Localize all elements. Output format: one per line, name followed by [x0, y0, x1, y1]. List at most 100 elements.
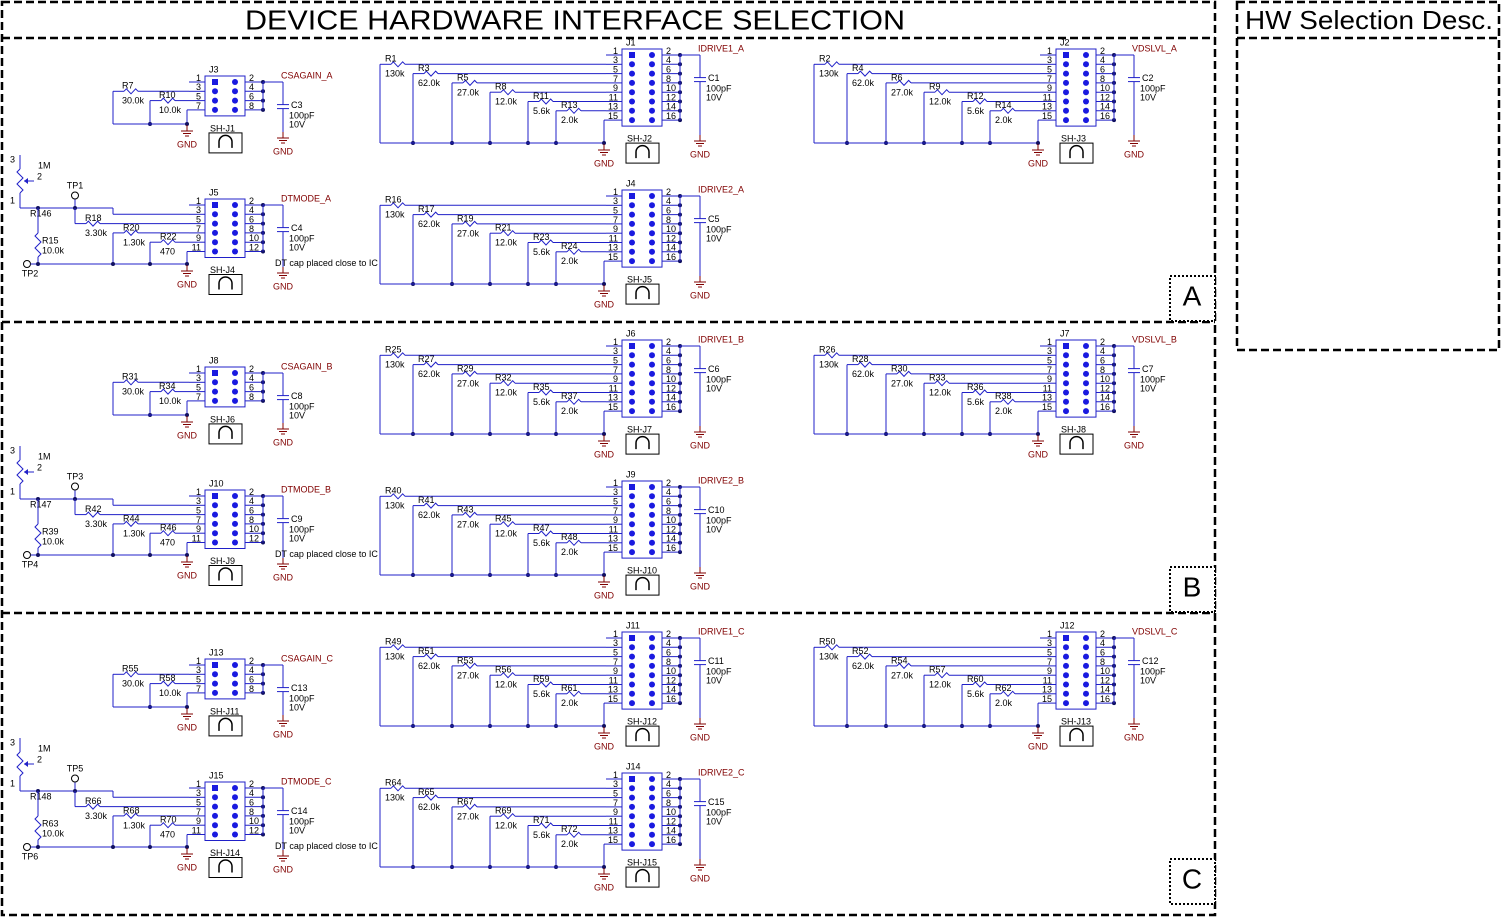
- pin: [1083, 635, 1089, 641]
- label: 5: [1047, 647, 1052, 657]
- resistor: [566, 107, 582, 115]
- label: 6: [666, 205, 671, 215]
- pin: [1083, 672, 1089, 679]
- label: J1: [626, 37, 636, 47]
- pin: [1083, 79, 1089, 86]
- shunt-jumper: [218, 567, 233, 581]
- label: 9: [613, 666, 618, 676]
- pin: [629, 484, 635, 490]
- label: 5.6k: [533, 397, 551, 407]
- resistor: [566, 248, 582, 256]
- label: R46: [160, 523, 177, 533]
- label: 4: [1100, 55, 1105, 65]
- pin: [629, 52, 635, 58]
- resistor: [500, 671, 516, 679]
- label: 6: [666, 496, 671, 506]
- label: 9: [613, 83, 618, 93]
- junction: [185, 705, 189, 709]
- label: R3: [418, 63, 430, 73]
- pin: [1083, 89, 1089, 96]
- shunt: [208, 274, 243, 295]
- label: 1: [613, 337, 618, 347]
- label: GND: [177, 279, 198, 289]
- shunt: [208, 715, 243, 737]
- pin: [649, 248, 655, 255]
- label: GND: [690, 149, 711, 159]
- pin: [212, 511, 218, 518]
- pin: [629, 803, 635, 810]
- label: R52: [852, 646, 869, 656]
- label: R56: [495, 665, 512, 675]
- label: SH-J9: [210, 556, 235, 566]
- shunt-jumper: [635, 868, 650, 883]
- label: 27.0k: [891, 87, 914, 97]
- shunt-jumper: [635, 285, 650, 300]
- label: R40: [385, 486, 402, 496]
- pin: [649, 79, 655, 86]
- label: 14: [666, 102, 676, 112]
- pin: [232, 97, 238, 104]
- junction: [185, 413, 189, 417]
- pin: [649, 672, 655, 679]
- label: C13: [291, 683, 308, 693]
- label: IDRIVE2_B: [698, 475, 744, 485]
- label: 100pF: [706, 224, 732, 234]
- label: 10.0k: [159, 688, 182, 698]
- label: 1: [10, 486, 15, 496]
- label: 4: [249, 82, 254, 92]
- label: SH-J13: [1061, 716, 1091, 726]
- pin: [232, 211, 238, 218]
- label: GND: [594, 158, 615, 168]
- label: GND: [690, 732, 711, 742]
- resistor: [123, 812, 139, 820]
- pin: [232, 803, 238, 810]
- label: 13: [1042, 685, 1052, 695]
- shunt: [208, 565, 243, 586]
- pin: [629, 248, 635, 255]
- label: 7: [1047, 657, 1052, 667]
- label: R17: [418, 204, 435, 214]
- pin: [1063, 370, 1069, 377]
- pin: [649, 785, 655, 792]
- label: R13: [561, 100, 578, 110]
- label: 130k: [385, 501, 405, 511]
- label: 27.0k: [457, 519, 480, 529]
- label: 100pF: [1140, 83, 1166, 93]
- label: GND: [594, 882, 615, 892]
- pin: [629, 549, 635, 556]
- label: 8: [666, 506, 671, 516]
- label: 10: [666, 374, 676, 384]
- label: SH-J10: [627, 565, 657, 575]
- label: J15: [209, 770, 224, 780]
- connector-body: [204, 489, 246, 549]
- label: 2: [666, 629, 671, 639]
- label: 2: [37, 171, 42, 181]
- label: 2: [666, 770, 671, 780]
- title: DEVICE HARDWARE INTERFACE SELECTION: [245, 4, 905, 35]
- pin: [212, 202, 218, 208]
- label: DTMODE_B: [281, 484, 331, 494]
- label: R25: [385, 345, 402, 355]
- label: 12.0k: [929, 388, 952, 398]
- pin: [629, 785, 635, 792]
- label: 12: [249, 533, 259, 543]
- resistor: [123, 671, 139, 678]
- label: TP6: [22, 851, 39, 861]
- label: 8: [666, 798, 671, 808]
- pin: [629, 644, 635, 651]
- label: 1M: [38, 743, 51, 753]
- label: 2: [666, 187, 671, 197]
- label: R59: [533, 674, 550, 684]
- pin: [1063, 352, 1069, 359]
- label: 5: [613, 496, 618, 506]
- label: R62: [995, 683, 1012, 693]
- label: 10: [249, 816, 259, 826]
- label: R66: [85, 796, 102, 806]
- label: 470: [160, 830, 175, 840]
- label: 12: [666, 233, 676, 243]
- pin: [232, 689, 238, 696]
- pin: [212, 794, 218, 801]
- pin: [649, 89, 655, 96]
- label: IDRIVE1_B: [698, 334, 744, 344]
- wiper-arrow: [24, 469, 28, 475]
